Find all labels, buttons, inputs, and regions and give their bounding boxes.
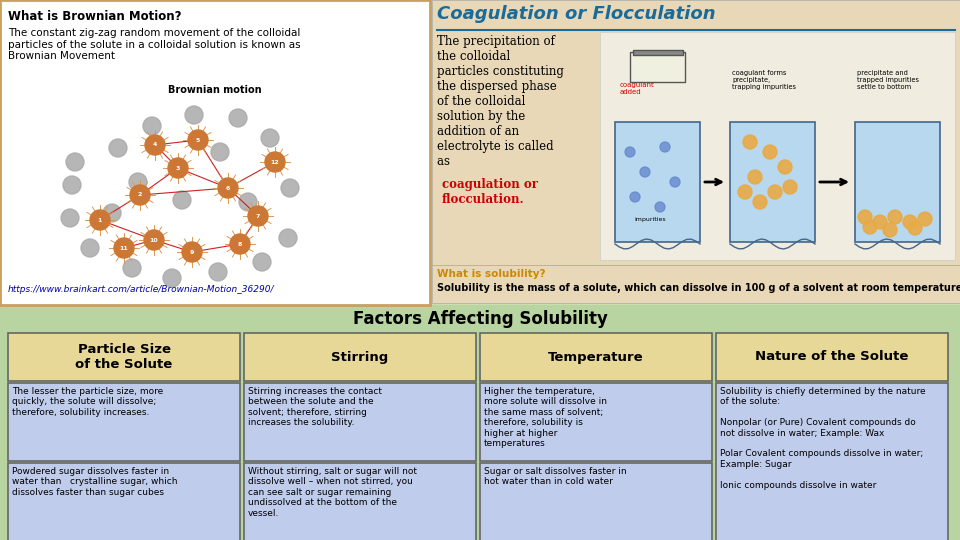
- Circle shape: [229, 109, 247, 127]
- Circle shape: [143, 117, 161, 135]
- Circle shape: [778, 160, 792, 174]
- FancyBboxPatch shape: [244, 333, 476, 381]
- Text: Nature of the Solute: Nature of the Solute: [756, 350, 909, 363]
- Circle shape: [63, 176, 81, 194]
- FancyBboxPatch shape: [432, 0, 960, 265]
- Text: Solubility is the mass of a solute, which can dissolve in 100 g of a solvent at : Solubility is the mass of a solute, whic…: [437, 283, 960, 293]
- Text: The constant zig-zag random movement of the colloidal
particles of the solute in: The constant zig-zag random movement of …: [8, 28, 300, 61]
- Circle shape: [211, 143, 229, 161]
- FancyBboxPatch shape: [633, 50, 683, 55]
- Circle shape: [144, 230, 164, 250]
- FancyBboxPatch shape: [0, 305, 960, 540]
- Circle shape: [163, 269, 181, 287]
- Text: Temperature: Temperature: [548, 350, 644, 363]
- Circle shape: [660, 142, 670, 152]
- Text: 12: 12: [271, 159, 279, 165]
- Text: coagulant
added: coagulant added: [620, 82, 655, 95]
- Circle shape: [888, 210, 902, 224]
- Circle shape: [66, 153, 84, 171]
- Circle shape: [145, 135, 165, 155]
- Text: The precipitation of
the colloidal
particles constituting
the dispersed phase
of: The precipitation of the colloidal parti…: [437, 35, 564, 168]
- Text: 7: 7: [255, 213, 260, 219]
- Circle shape: [640, 167, 650, 177]
- Text: Without stirring, salt or sugar will not
dissolve well – when not stirred, you
c: Without stirring, salt or sugar will not…: [248, 467, 417, 518]
- FancyBboxPatch shape: [480, 463, 712, 540]
- Text: Particle Size
of the Solute: Particle Size of the Solute: [76, 343, 173, 371]
- Circle shape: [783, 180, 797, 194]
- Circle shape: [918, 212, 932, 226]
- Circle shape: [239, 193, 257, 211]
- Circle shape: [908, 221, 922, 235]
- FancyBboxPatch shape: [600, 32, 955, 260]
- Circle shape: [81, 239, 99, 257]
- Circle shape: [863, 220, 877, 234]
- FancyBboxPatch shape: [8, 333, 240, 381]
- Circle shape: [248, 206, 268, 226]
- FancyBboxPatch shape: [244, 463, 476, 540]
- Circle shape: [281, 179, 299, 197]
- Circle shape: [261, 129, 279, 147]
- Circle shape: [630, 192, 640, 202]
- Text: 10: 10: [150, 238, 158, 242]
- Text: coagulation or
flocculation.: coagulation or flocculation.: [442, 178, 538, 206]
- Text: 2: 2: [138, 192, 142, 198]
- Circle shape: [188, 130, 208, 150]
- Circle shape: [230, 234, 250, 254]
- FancyBboxPatch shape: [615, 122, 700, 242]
- Text: Stirring increases the contact
between the solute and the
solvent; therefore, st: Stirring increases the contact between t…: [248, 387, 382, 427]
- Text: 6: 6: [226, 186, 230, 191]
- Text: Sugar or salt dissolves faster in
hot water than in cold water: Sugar or salt dissolves faster in hot wa…: [484, 467, 627, 487]
- Circle shape: [209, 263, 227, 281]
- FancyBboxPatch shape: [8, 463, 240, 540]
- Circle shape: [90, 210, 110, 230]
- Text: 3: 3: [176, 165, 180, 171]
- Circle shape: [185, 106, 203, 124]
- Text: Factors Affecting Solubility: Factors Affecting Solubility: [352, 310, 608, 328]
- FancyBboxPatch shape: [480, 383, 712, 461]
- Circle shape: [109, 139, 127, 157]
- Text: Coagulation or Flocculation: Coagulation or Flocculation: [437, 5, 715, 23]
- Text: Stirring: Stirring: [331, 350, 389, 363]
- Text: precipitate and
trapped impurities
settle to bottom: precipitate and trapped impurities settl…: [857, 70, 919, 90]
- Text: 9: 9: [190, 249, 194, 254]
- Text: impurities: impurities: [635, 217, 666, 222]
- Text: What is Brownian Motion?: What is Brownian Motion?: [8, 10, 181, 23]
- Circle shape: [743, 135, 757, 149]
- Circle shape: [61, 209, 79, 227]
- FancyBboxPatch shape: [855, 122, 940, 242]
- FancyBboxPatch shape: [716, 333, 948, 381]
- Circle shape: [218, 178, 238, 198]
- FancyBboxPatch shape: [630, 52, 685, 82]
- FancyBboxPatch shape: [244, 383, 476, 461]
- Text: coagulant forms
precipitate,
trapping impurities: coagulant forms precipitate, trapping im…: [732, 70, 796, 90]
- Circle shape: [748, 170, 762, 184]
- Text: Solubility is chiefly determined by the nature
of the solute:

Nonpolar (or Pure: Solubility is chiefly determined by the …: [720, 387, 925, 490]
- FancyBboxPatch shape: [730, 122, 815, 242]
- Circle shape: [903, 215, 917, 229]
- FancyBboxPatch shape: [716, 383, 948, 540]
- Circle shape: [173, 191, 191, 209]
- Circle shape: [253, 253, 271, 271]
- Circle shape: [753, 195, 767, 209]
- Circle shape: [738, 185, 752, 199]
- Circle shape: [858, 210, 872, 224]
- Circle shape: [625, 147, 635, 157]
- Text: Higher the temperature,
more solute will dissolve in
the same mass of solvent;
t: Higher the temperature, more solute will…: [484, 387, 607, 448]
- Circle shape: [123, 259, 141, 277]
- Circle shape: [873, 215, 887, 229]
- Text: 8: 8: [238, 241, 242, 246]
- Text: 5: 5: [196, 138, 201, 143]
- Circle shape: [763, 145, 777, 159]
- FancyBboxPatch shape: [480, 333, 712, 381]
- Text: What is solubility?: What is solubility?: [437, 269, 545, 279]
- Circle shape: [114, 238, 134, 258]
- Text: 4: 4: [153, 143, 157, 147]
- Text: Powdered sugar dissolves faster in
water than   crystalline sugar, which
dissolv: Powdered sugar dissolves faster in water…: [12, 467, 178, 497]
- Text: 1: 1: [98, 218, 102, 222]
- FancyBboxPatch shape: [8, 383, 240, 461]
- Circle shape: [103, 204, 121, 222]
- Text: Brownian motion: Brownian motion: [168, 85, 262, 95]
- Circle shape: [168, 158, 188, 178]
- Text: The lesser the particle size, more
quickly, the solute will dissolve;
therefore,: The lesser the particle size, more quick…: [12, 387, 163, 417]
